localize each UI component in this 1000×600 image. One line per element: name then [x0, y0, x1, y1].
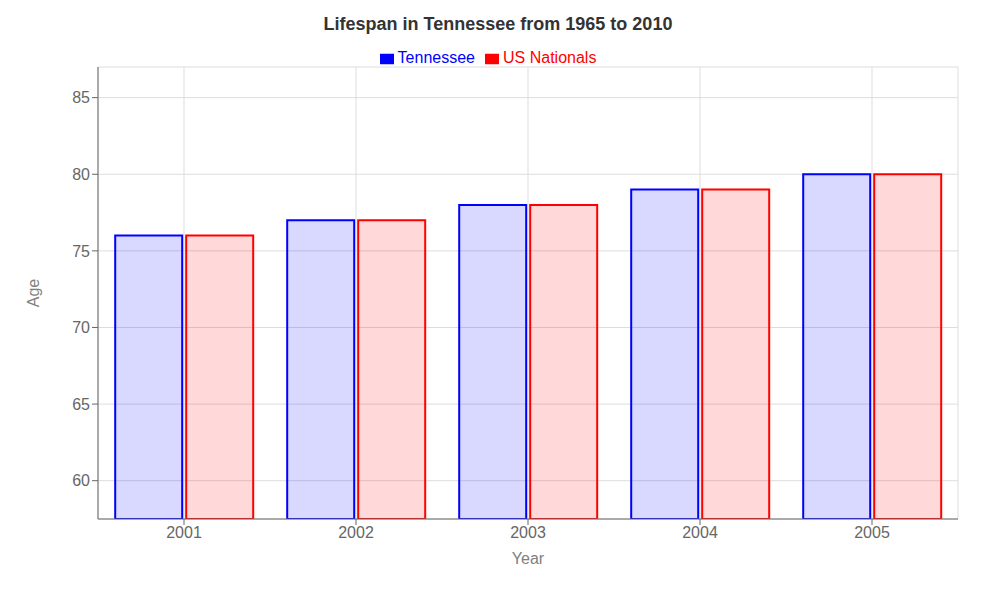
html-text:Lifespan in Tennessee from 196: Lifespan in Tennessee from 1965 to 2010	[323, 14, 673, 34]
svg-text:2001: 2001	[166, 524, 202, 541]
svg-text:Year: Year	[512, 550, 545, 567]
svg-text:65: 65	[72, 396, 90, 413]
svg-text:85: 85	[72, 89, 90, 106]
html-text:Tennessee: Tennessee	[397, 49, 475, 66]
svg-text:75: 75	[72, 243, 90, 260]
svg-text:2002: 2002	[338, 524, 374, 541]
html-text:US Nationals: US Nationals	[503, 49, 597, 66]
svg-text:2004: 2004	[682, 524, 718, 541]
svg-text:2005: 2005	[854, 524, 890, 541]
svg-text:Age: Age	[25, 279, 42, 308]
svg-text:2003: 2003	[510, 524, 546, 541]
svg-text:60: 60	[72, 472, 90, 489]
svg-text:70: 70	[72, 319, 90, 336]
svg-text:80: 80	[72, 166, 90, 183]
